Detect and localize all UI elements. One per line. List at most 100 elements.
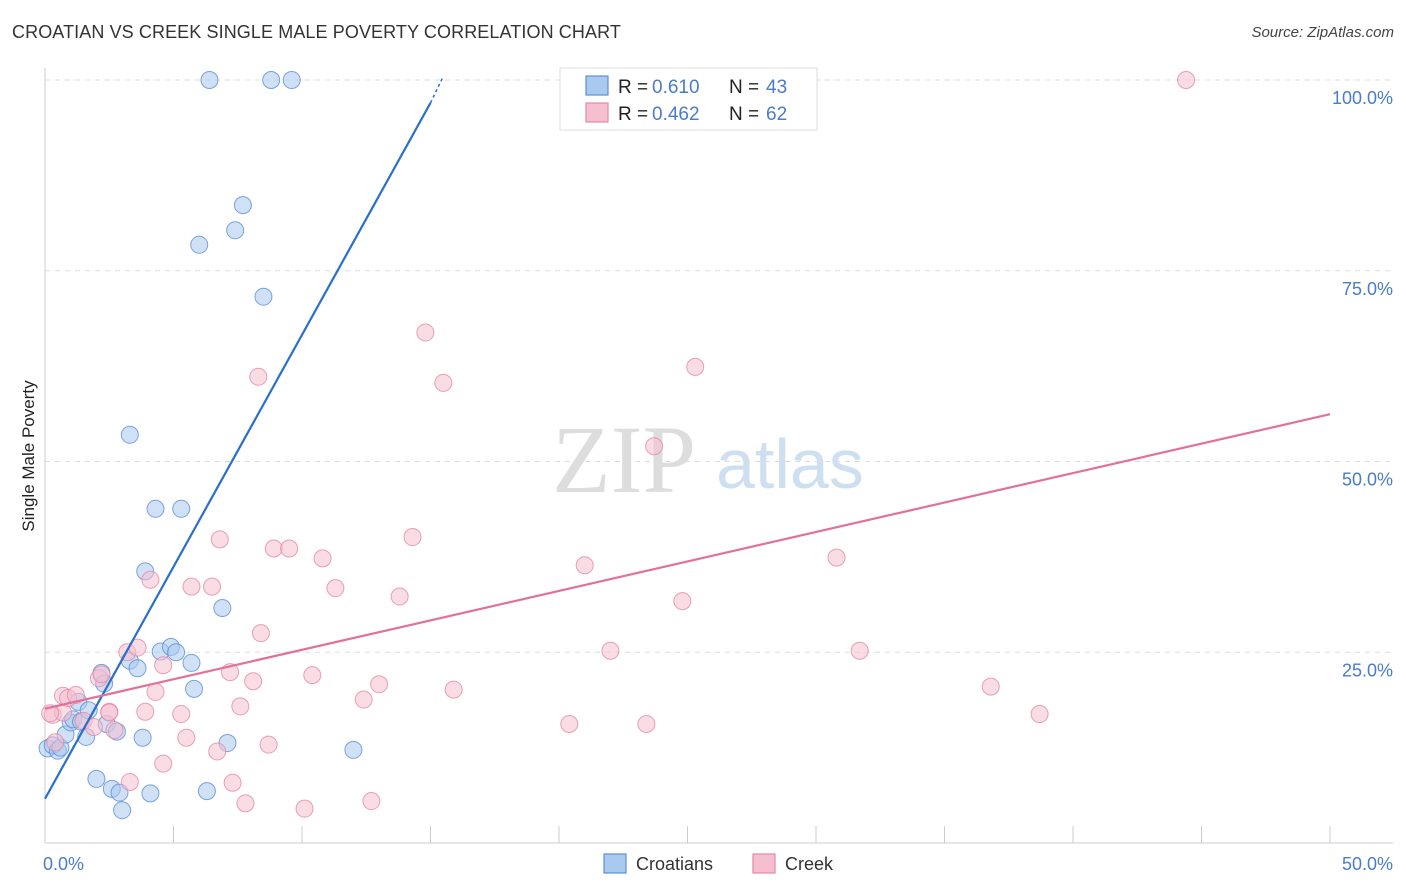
watermark-atlas: atlas	[716, 425, 864, 503]
creek-point	[100, 703, 119, 722]
creek-point	[251, 624, 270, 643]
croatians-trend-extension	[429, 75, 445, 104]
y-axis-title: Single Male Poverty	[19, 380, 38, 532]
creek-point	[444, 680, 463, 699]
croatians-trend-line	[44, 102, 432, 800]
croatians-point	[200, 71, 219, 89]
gridlines	[45, 79, 1393, 653]
creek-point	[66, 685, 85, 704]
creek-point	[120, 772, 139, 791]
series-legend: Croatians Creek	[603, 853, 834, 874]
croatians-point	[197, 782, 216, 801]
bottom-legend-swatch-creek	[752, 853, 776, 874]
creek-point	[575, 556, 594, 575]
creek-point	[154, 656, 173, 675]
legend-r-value-croatians: 0.610	[652, 77, 700, 98]
creek-point	[231, 697, 250, 716]
chart-title: CROATIAN VS CREEK SINGLE MALE POVERTY CO…	[12, 22, 621, 42]
creek-point	[560, 714, 579, 733]
croatians-point	[167, 643, 186, 662]
croatians-point	[120, 425, 139, 444]
legend-r-label-creek: R =	[618, 104, 648, 125]
y-tick-label: 25.0%	[1342, 660, 1393, 680]
creek-point	[208, 742, 227, 761]
creek-point	[210, 530, 229, 549]
croatians-point	[282, 71, 301, 89]
creek-point	[434, 373, 453, 392]
legend-r-value-creek: 0.462	[652, 104, 700, 125]
croatians-point	[262, 71, 281, 89]
creek-point	[236, 794, 255, 813]
creek-point	[280, 539, 299, 558]
creek-point	[601, 641, 620, 660]
watermark: ZIP atlas	[552, 406, 864, 513]
creek-point	[645, 437, 664, 456]
legend-r-label-croatians: R =	[618, 77, 648, 98]
croatians-point	[141, 784, 160, 803]
creek-point	[827, 548, 846, 567]
creek-point	[686, 357, 705, 376]
bottom-legend-swatch-croatians	[603, 853, 627, 874]
creek-point	[313, 549, 332, 568]
y-tick-label: 100.0%	[1332, 88, 1393, 108]
legend-n-value-croatians: 43	[766, 77, 787, 98]
creek-point	[403, 528, 422, 547]
croatians-point	[182, 653, 201, 672]
creek-point	[362, 792, 381, 811]
creek-point	[105, 721, 124, 740]
creek-point	[244, 672, 263, 691]
croatians-point	[128, 659, 147, 678]
creek-point	[354, 690, 373, 709]
croatians-point	[213, 598, 232, 617]
x-tick-label: 0.0%	[43, 854, 84, 874]
creek-point	[182, 577, 201, 596]
y-tick-label: 50.0%	[1342, 470, 1393, 490]
creek-point	[249, 367, 268, 386]
y-tick-label: 75.0%	[1342, 279, 1393, 299]
creek-point	[981, 677, 1000, 696]
croatians-point	[113, 801, 132, 820]
croatians-point	[146, 499, 165, 518]
source-credit: Source: ZipAtlas.com	[1251, 24, 1394, 41]
croatians-point	[226, 221, 245, 240]
creek-point	[1030, 705, 1049, 724]
creek-point	[390, 587, 409, 606]
bottom-legend-label-croatians: Croatians	[636, 854, 713, 874]
creek-point	[46, 733, 65, 752]
bottom-legend-label-creek: Creek	[785, 854, 834, 874]
creek-point	[1177, 71, 1196, 89]
watermark-zip: ZIP	[552, 406, 696, 513]
creek-point	[259, 735, 278, 754]
creek-point	[136, 702, 155, 721]
croatians-point	[172, 499, 191, 518]
creek-point	[172, 705, 191, 724]
croatians-point	[344, 740, 363, 759]
creek-trend-line	[44, 413, 1331, 710]
creek-point	[177, 728, 196, 747]
creek-point	[673, 592, 692, 611]
croatians-point	[233, 196, 252, 215]
creek-point	[223, 773, 242, 792]
creek-point	[295, 799, 314, 818]
croatians-point	[254, 287, 273, 306]
croatians-point	[185, 679, 204, 698]
creek-point	[154, 754, 173, 773]
creek-point	[637, 714, 656, 733]
creek-point	[416, 323, 435, 342]
x-tick-label: 50.0%	[1342, 854, 1393, 874]
creek-point	[326, 579, 345, 598]
data-points	[38, 71, 1196, 820]
creek-point	[370, 675, 389, 694]
legend-swatch-creek	[585, 102, 609, 123]
creek-point	[264, 539, 283, 558]
legend-n-value-creek: 62	[766, 104, 787, 125]
creek-point	[141, 570, 160, 589]
croatians-point	[87, 769, 106, 788]
tick-labels: 25.0% 50.0% 75.0% 100.0% 0.0% 50.0%	[43, 88, 1393, 874]
legend-swatch-croatians	[585, 75, 609, 96]
creek-point	[303, 666, 322, 685]
creek-point	[92, 665, 111, 684]
creek-point	[146, 682, 165, 701]
croatians-point	[133, 728, 152, 747]
